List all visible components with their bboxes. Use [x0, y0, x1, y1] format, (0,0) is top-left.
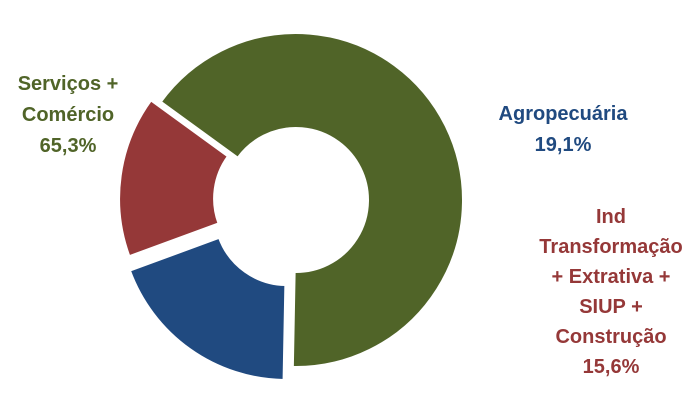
slice-label-2: Ind Transformação + Extrativa + SIUP + Const…	[539, 206, 682, 378]
donut-slice-2	[118, 99, 230, 258]
slice-name-line: + Extrativa +	[552, 266, 671, 288]
slice-name-line: Construção	[555, 326, 666, 348]
slice-name-line: Ind	[596, 206, 626, 228]
donut-slice-0	[159, 32, 464, 368]
slice-value-label: 15,6%	[583, 356, 640, 378]
slice-labels: Serviços + Comércio 65,3% Agropecuária 19,1%…	[18, 73, 683, 378]
slice-name-line: Agropecuária	[499, 103, 629, 125]
slice-name-line: SIUP +	[579, 296, 643, 318]
slice-value-label: 19,1%	[535, 134, 592, 156]
donut-slices	[118, 32, 464, 382]
slice-name-line: Transformação	[539, 236, 682, 258]
slice-label-0: Serviços + Comércio 65,3%	[18, 73, 119, 157]
slice-name-line: Serviços +	[18, 73, 119, 95]
slice-label-1: Agropecuária 19,1%	[499, 103, 629, 156]
slice-value-label: 65,3%	[40, 135, 97, 157]
donut-slice-1	[128, 236, 287, 382]
slice-name-line: Comércio	[22, 104, 114, 126]
